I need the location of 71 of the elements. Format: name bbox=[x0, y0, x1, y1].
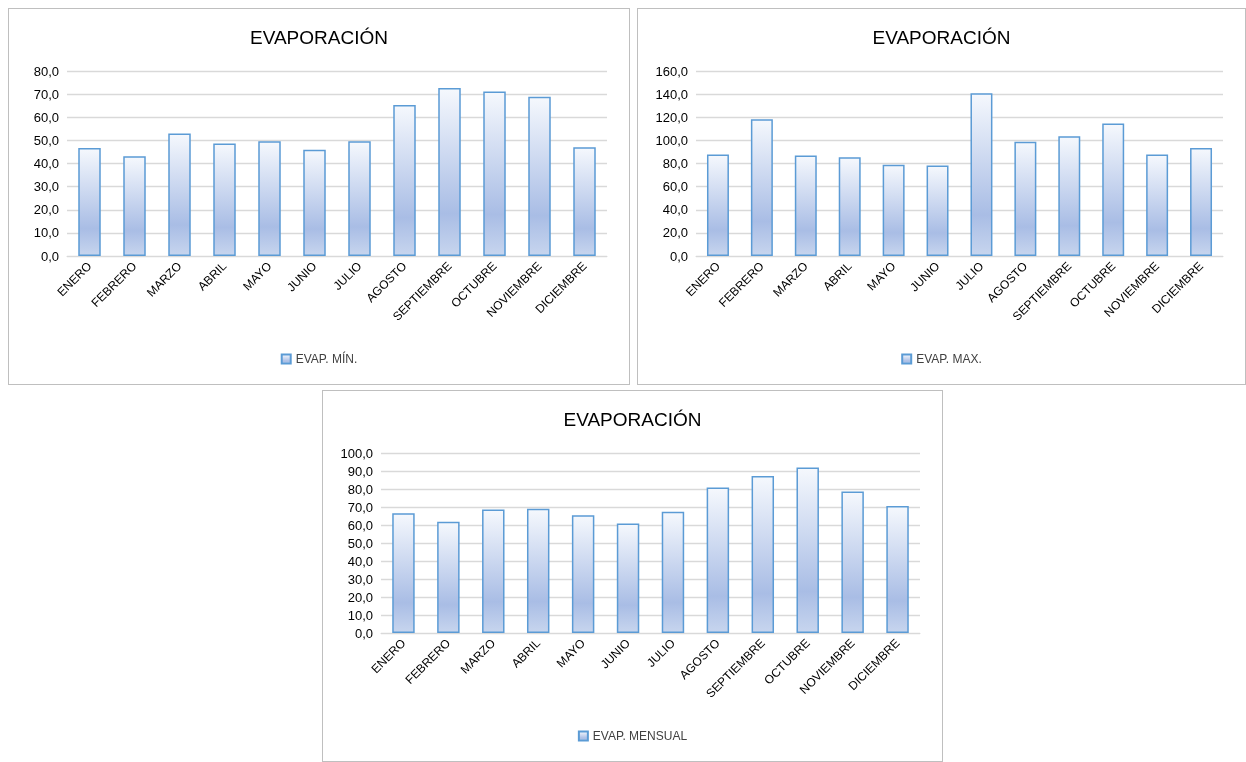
bar bbox=[841, 491, 864, 633]
y-tick-label: 100,0 bbox=[655, 132, 688, 148]
bar bbox=[123, 156, 146, 256]
y-tick-label: 100,0 bbox=[340, 445, 373, 461]
y-tick-label: 140,0 bbox=[655, 86, 688, 102]
bar bbox=[970, 93, 993, 256]
y-tick-label: 70,0 bbox=[33, 86, 59, 102]
bar bbox=[1014, 141, 1037, 256]
bar bbox=[1058, 136, 1081, 256]
bar bbox=[438, 88, 461, 256]
bar bbox=[926, 165, 949, 256]
y-tick-label: 60,0 bbox=[33, 109, 59, 125]
bar bbox=[258, 141, 281, 256]
bar bbox=[1102, 123, 1125, 256]
y-tick-label: 30,0 bbox=[347, 571, 373, 587]
bar bbox=[437, 521, 460, 633]
y-tick-label: 90,0 bbox=[347, 463, 373, 479]
y-tick-label: 10,0 bbox=[347, 607, 373, 623]
bar bbox=[528, 96, 551, 256]
bar bbox=[482, 509, 505, 633]
bar bbox=[882, 164, 905, 256]
bar bbox=[706, 154, 729, 256]
bar bbox=[751, 476, 775, 633]
bar bbox=[1146, 154, 1169, 256]
y-tick-label: 120,0 bbox=[655, 109, 688, 125]
bar bbox=[706, 487, 730, 633]
bar bbox=[573, 147, 596, 256]
chart-title: EVAPORACIÓN bbox=[250, 27, 388, 48]
y-tick-label: 60,0 bbox=[662, 179, 688, 195]
y-tick-label: 40,0 bbox=[662, 202, 688, 218]
bar bbox=[392, 513, 415, 633]
y-tick-label: 70,0 bbox=[347, 499, 373, 515]
y-tick-label: 0,0 bbox=[669, 248, 688, 264]
y-tick-label: 10,0 bbox=[33, 225, 59, 241]
y-tick-label: 30,0 bbox=[33, 179, 59, 195]
bar bbox=[750, 119, 773, 256]
y-tick-label: 60,0 bbox=[347, 517, 373, 533]
bar bbox=[78, 148, 101, 256]
chart-title: EVAPORACIÓN bbox=[872, 27, 1011, 48]
legend-label: EVAP. MENSUAL bbox=[592, 729, 688, 743]
y-tick-label: 20,0 bbox=[662, 225, 688, 241]
legend-label: EVAP. MAX. bbox=[916, 352, 982, 366]
bar bbox=[303, 149, 326, 256]
bar bbox=[168, 133, 191, 256]
y-tick-label: 50,0 bbox=[347, 535, 373, 551]
y-tick-label: 80,0 bbox=[347, 481, 373, 497]
bar bbox=[794, 155, 817, 256]
y-tick-label: 40,0 bbox=[347, 553, 373, 569]
y-tick-label: 160,0 bbox=[655, 63, 688, 79]
bar bbox=[616, 523, 640, 633]
bar bbox=[661, 511, 685, 633]
y-tick-label: 20,0 bbox=[33, 202, 59, 218]
bar bbox=[526, 508, 550, 633]
y-tick-label: 40,0 bbox=[33, 156, 59, 171]
bar bbox=[213, 143, 236, 256]
bar bbox=[796, 467, 819, 633]
chart-title: EVAPORACIÓN bbox=[563, 409, 702, 430]
bar bbox=[393, 104, 416, 256]
bar bbox=[348, 141, 371, 256]
y-tick-label: 0,0 bbox=[354, 625, 373, 641]
legend-label: EVAP. MÍN. bbox=[295, 351, 358, 366]
y-tick-label: 0,0 bbox=[40, 248, 59, 264]
y-tick-label: 80,0 bbox=[33, 63, 59, 79]
y-tick-label: 80,0 bbox=[662, 156, 688, 171]
y-tick-label: 20,0 bbox=[347, 589, 373, 605]
bar bbox=[571, 515, 595, 633]
bar bbox=[483, 91, 506, 256]
y-tick-label: 50,0 bbox=[33, 132, 59, 148]
bar bbox=[838, 157, 861, 256]
bar bbox=[1190, 148, 1213, 256]
bar bbox=[886, 506, 909, 633]
